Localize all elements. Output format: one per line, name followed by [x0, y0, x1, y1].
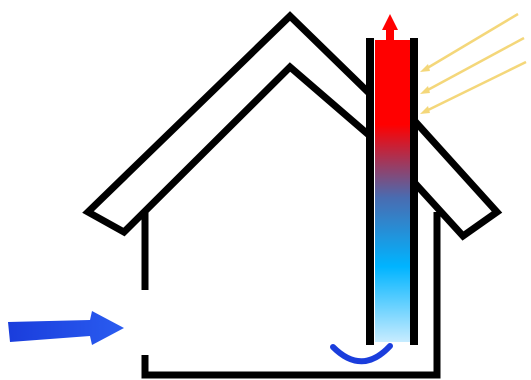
left-wall-lower-and-floor: [141, 212, 441, 379]
swirl-arc: [330, 343, 393, 365]
right-arrow-icon: [8, 311, 124, 345]
house-walls: [141, 210, 441, 379]
sun-rays-icon: [420, 12, 527, 114]
roof-band-left: [82, 11, 374, 237]
outflow-arrow-shaft: [386, 28, 394, 54]
inflow-arrow: [8, 311, 124, 345]
roof-band-right: [408, 108, 503, 241]
curved-arrow-icon: [330, 343, 393, 365]
outflow-arrow-head: [382, 14, 398, 30]
solar-chimney: [366, 38, 418, 345]
up-arrow-icon: [382, 14, 398, 54]
chimney-gradient-fill: [375, 40, 410, 342]
roof: [82, 11, 503, 241]
